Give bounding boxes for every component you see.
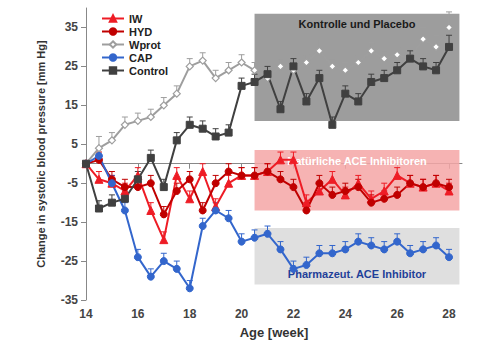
svg-text:IW: IW	[129, 13, 143, 25]
svg-text:25: 25	[65, 59, 79, 73]
svg-text:16: 16	[131, 307, 145, 321]
svg-text:15: 15	[65, 98, 79, 112]
svg-text:HYD: HYD	[129, 26, 152, 38]
svg-text:-25: -25	[61, 254, 79, 268]
svg-text:Kontrolle und Placebo: Kontrolle und Placebo	[299, 18, 416, 30]
svg-text:Control: Control	[129, 65, 168, 77]
svg-text:5: 5	[71, 137, 78, 151]
svg-text:24: 24	[339, 307, 353, 321]
svg-text:-15: -15	[61, 215, 79, 229]
svg-text:22: 22	[287, 307, 301, 321]
svg-text:Pharmazeut. ACE Inhibitor: Pharmazeut. ACE Inhibitor	[288, 268, 427, 280]
svg-text:20: 20	[235, 307, 249, 321]
svg-text:26: 26	[390, 307, 404, 321]
svg-text:Wprot: Wprot	[129, 39, 161, 51]
svg-text:35: 35	[65, 20, 79, 34]
svg-text:-35: -35	[61, 293, 79, 307]
svg-text:-5: -5	[67, 176, 78, 190]
svg-text:CAP: CAP	[129, 52, 152, 64]
svg-text:Age [week]: Age [week]	[240, 325, 309, 340]
svg-text:14: 14	[79, 307, 93, 321]
svg-text:18: 18	[183, 307, 197, 321]
svg-text:Change in systolic blood press: Change in systolic blood pressure [mm Hg…	[35, 40, 47, 268]
svg-text:Natürliche ACE Inhibitoren: Natürliche ACE Inhibitoren	[287, 155, 427, 167]
svg-text:28: 28	[442, 307, 456, 321]
